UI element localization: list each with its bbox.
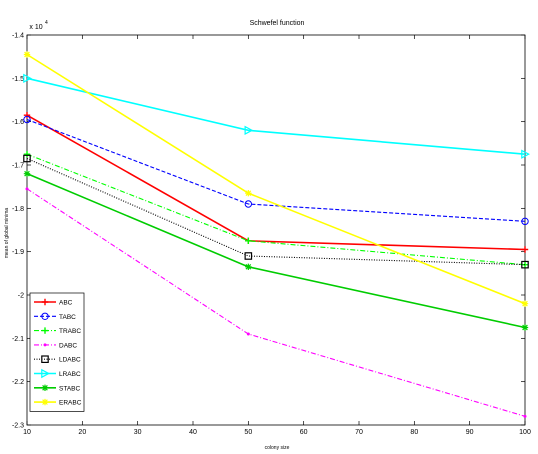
legend-marker-dabc [43,343,47,347]
legend-marker-ldabc [41,355,49,364]
legend: ABC TABC TRABC DABC LDABC LRABC STABC ERABC [29,292,85,412]
x-tick-label: 60 [300,429,308,436]
data-point-erabc [245,189,252,197]
series-line-trabc [26,153,526,266]
y-tick-label: -1.5 [12,76,24,83]
legend-marker-tabc [41,312,49,320]
series-trabc [23,150,529,268]
series-ldabc [23,154,529,269]
x-tick-label: 90 [466,429,474,436]
series-dabc [25,187,527,418]
plot-frame [26,34,526,426]
x-axis-label: colony size [265,445,290,451]
y-scale-exponent: 4 [45,20,48,26]
legend-marker-erabc [41,398,49,406]
legend-marker-trabc [41,327,49,334]
data-point-tabc [23,115,31,124]
x-tick-label: 10 [23,429,31,436]
y-tick-label: -2.2 [12,379,24,386]
y-tick-label: -1.8 [12,206,24,213]
series-line-stabc [26,172,526,329]
legend-label-abc: ABC [59,300,73,307]
series-lrabc [23,73,530,159]
y-tick-label: -2 [18,293,24,300]
x-tick-label: 20 [78,429,86,436]
chart-title: Schwefel function [250,20,305,27]
y-scale-label: x 10 [29,24,42,31]
series-line-ldabc [26,157,526,266]
legend-label-ldabc: LDABC [59,357,81,364]
x-tick-label: 70 [355,429,363,436]
series-erabc [23,51,529,307]
data-point-ldabc [23,154,31,163]
series-line-lrabc [26,77,526,155]
y-tick-label: -1.7 [12,163,24,170]
data-point-erabc [521,300,529,307]
y-tick-label: -2.1 [12,336,24,343]
legend-label-trabc: TRABC [59,328,81,335]
legend-label-stabc: STABC [59,385,80,392]
legend-label-erabc: ERABC [59,400,82,407]
series-line-abc [26,114,526,251]
y-axis-label: mean of global minima [4,208,10,259]
series-line-erabc [26,53,526,305]
y-tick-label: -1.4 [12,33,24,40]
series-line-dabc [26,188,526,417]
x-tick-label: 80 [410,429,418,436]
y-tick-label: -1.6 [12,119,24,126]
data-point-stabc [245,263,252,271]
data-point-trabc [23,150,31,158]
x-tick-label: 40 [189,429,197,436]
data-point-trabc [245,237,252,245]
series-stabc [23,170,529,331]
legend-label-tabc: TABC [59,314,76,321]
data-point-abc [521,246,529,253]
data-point-ldabc [244,252,253,260]
y-tick-label: -1.9 [12,249,24,256]
legend-marker-lrabc [41,368,50,379]
data-point-dabc [25,187,29,191]
data-point-tabc [521,217,529,226]
data-point-erabc [23,51,31,58]
data-point-lrabc [244,125,254,136]
legend-marker-stabc [41,384,49,391]
data-point-dabc [523,414,527,418]
legend-label-lrabc: LRABC [59,371,81,378]
axis-ticks: 10 20 30 40 50 60 70 80 90 100 -1.4 -1.5 -1.6 -1.7 -1.… [12,33,531,437]
data-point-lrabc [23,73,32,84]
data-point-abc [23,111,31,119]
series-group [23,51,530,418]
data-point-ldabc [521,260,529,269]
data-point-stabc [521,324,529,331]
data-point-dabc [246,332,250,336]
series-tabc [23,115,529,226]
x-tick-label: 100 [519,429,531,436]
data-point-tabc [244,200,253,208]
data-point-stabc [23,170,31,177]
legend-marker-abc [41,298,49,306]
legend-label-dabc: DABC [59,342,77,349]
data-point-lrabc [521,149,530,159]
series-line-tabc [26,118,526,222]
legend-box [29,292,85,412]
x-tick-label: 50 [244,429,252,436]
data-point-trabc [521,261,529,268]
x-tick-label: 30 [134,429,142,436]
y-tick-label: -2.3 [12,423,24,430]
